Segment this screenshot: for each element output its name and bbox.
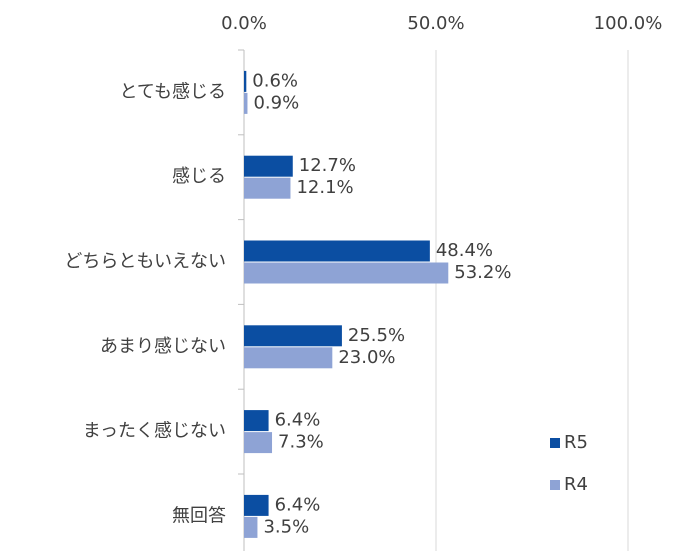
bar xyxy=(244,70,247,92)
bar xyxy=(244,347,333,369)
data-label: 25.5% xyxy=(348,325,405,346)
x-tick-label: 0.0% xyxy=(221,13,267,34)
legend-label: R5 xyxy=(564,432,588,453)
data-label: 0.9% xyxy=(253,92,299,113)
data-label: 12.7% xyxy=(299,155,356,176)
data-label: 12.1% xyxy=(296,177,353,198)
bar xyxy=(244,262,449,284)
y-tick-label: どちらともいえない xyxy=(64,251,226,272)
bar xyxy=(244,410,269,432)
bar xyxy=(244,494,269,516)
bar xyxy=(244,432,273,454)
data-label: 7.3% xyxy=(278,432,324,453)
data-label: 3.5% xyxy=(263,516,309,537)
data-label: 6.4% xyxy=(275,494,321,515)
bar xyxy=(244,516,258,538)
legend-label: R4 xyxy=(564,474,588,495)
bar xyxy=(244,177,291,199)
y-tick-label: 感じる xyxy=(172,166,226,187)
x-tick-label: 50.0% xyxy=(407,13,464,34)
bar xyxy=(244,240,430,262)
y-tick-label: 無回答 xyxy=(172,505,226,526)
legend-swatch xyxy=(550,480,560,490)
bar xyxy=(244,325,342,347)
data-label: 0.6% xyxy=(252,70,298,91)
y-tick-label: まったく感じない xyxy=(83,421,226,442)
data-label: 23.0% xyxy=(338,347,395,368)
data-label: 53.2% xyxy=(454,262,511,283)
data-label: 6.4% xyxy=(275,410,321,431)
y-tick-label: あまり感じない xyxy=(100,336,226,357)
bar xyxy=(244,155,293,177)
y-tick-label: とても感じる xyxy=(119,81,226,102)
x-tick-label: 100.0% xyxy=(594,13,663,34)
data-label: 48.4% xyxy=(436,240,493,261)
legend-swatch xyxy=(550,438,560,448)
bar xyxy=(244,92,248,114)
